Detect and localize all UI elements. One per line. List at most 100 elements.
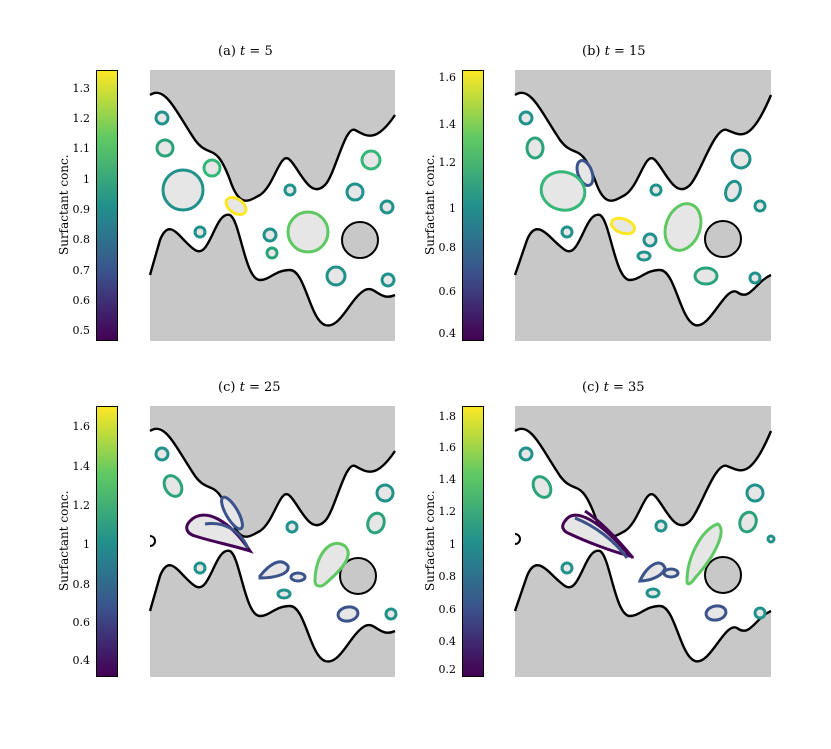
tick: 1 [449,538,456,551]
droplet [380,272,396,288]
tick: 1.2 [72,499,91,512]
droplet [345,182,365,202]
droplet [561,513,635,559]
tick: 0.4 [438,635,457,648]
tick: 1.2 [438,505,457,518]
panel-c-simulation [148,406,398,677]
droplet [560,561,574,575]
droplet [560,225,574,239]
droplets [518,446,776,622]
droplet [193,561,207,575]
tick: 1.4 [72,460,91,473]
tick: 1.8 [438,410,457,423]
lower-wall-boundary [513,213,772,327]
droplet [649,183,663,197]
upper-wall-boundary [149,91,396,202]
droplet [518,110,534,126]
tick: 0.5 [72,324,91,337]
upper-wall-boundary [514,427,773,538]
obstacle [704,220,742,258]
lower-wall-boundary [148,213,396,327]
droplet [185,513,254,554]
droplet [202,158,222,178]
droplet [265,246,279,260]
droplet [360,149,382,171]
droplet [753,199,767,213]
panel-b-colorbar [462,70,484,341]
droplet [379,199,395,215]
panel-a-title: (a) t = 5 [218,44,273,59]
droplet [574,516,629,559]
droplet [162,474,184,498]
panel-d-simulation [513,406,776,677]
droplets [518,110,767,286]
droplet [766,534,776,544]
droplet [285,520,299,534]
lower-wall-boundary [513,549,772,663]
panel-c-colorbar [96,406,118,677]
tick: 0.4 [72,654,91,667]
droplet [154,110,170,126]
droplet [204,521,250,549]
tick: 1.2 [438,156,457,169]
tick: 1 [83,538,90,551]
tick: 0.8 [438,570,457,583]
droplet [518,446,534,462]
droplet [663,202,703,252]
tick: 1.4 [438,118,457,131]
panel-d-title: (c) t = 35 [582,380,645,395]
tick: 1.1 [72,142,91,155]
tick: 1.6 [438,441,457,454]
tick: 0.9 [72,203,91,216]
droplet [539,170,587,212]
panel-b-prefix: (b) [582,44,601,59]
droplet [745,483,765,503]
droplet [753,606,767,620]
droplet [685,522,723,586]
droplets [154,446,398,623]
tick: 1.4 [438,473,457,486]
tick: 1 [83,173,90,186]
droplet [693,266,719,286]
droplet [730,148,752,170]
droplet [154,446,170,462]
droplet [609,216,637,236]
tick: 0.8 [438,241,457,254]
droplet [738,510,758,534]
panel-c-prefix: (c) [218,380,236,395]
droplet [637,561,667,583]
droplet [193,225,207,239]
tick: 0.6 [72,294,91,307]
panel-a-colorbar [96,70,118,341]
panel-c-title: (c) t = 25 [218,380,281,395]
droplet [384,607,398,621]
tick: 0.6 [438,603,457,616]
channel-fluid [150,428,395,662]
droplet [525,136,545,160]
panel-a-simulation [148,70,396,341]
droplet [336,605,360,623]
droplet [161,168,205,212]
tick: 1.6 [72,420,91,433]
droplet [283,183,297,197]
lower-wall-boundary [148,549,396,663]
tick: 0.6 [438,285,457,298]
droplet [325,265,347,287]
tick: 1.6 [438,71,457,84]
droplet [654,519,668,533]
panel-c-t-value: = 25 [248,380,281,395]
partial-droplet-left-edge [149,535,156,547]
obstacle [339,557,377,595]
panel-a-t-value: = 5 [249,44,273,59]
channel-fluid [515,428,771,662]
droplet [724,179,742,203]
droplet [375,483,395,503]
tick: 0.6 [72,616,91,629]
panel-b-title: (b) t = 15 [582,44,646,59]
droplet [286,210,330,254]
droplet [155,138,175,158]
upper-wall-boundary [514,91,773,202]
obstacle [704,556,742,594]
droplet [531,475,553,499]
panel-d-t-symbol: t [603,380,609,395]
